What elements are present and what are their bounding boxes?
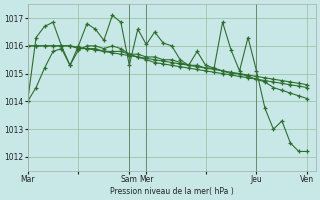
X-axis label: Pression niveau de la mer( hPa ): Pression niveau de la mer( hPa ) [110, 187, 234, 196]
